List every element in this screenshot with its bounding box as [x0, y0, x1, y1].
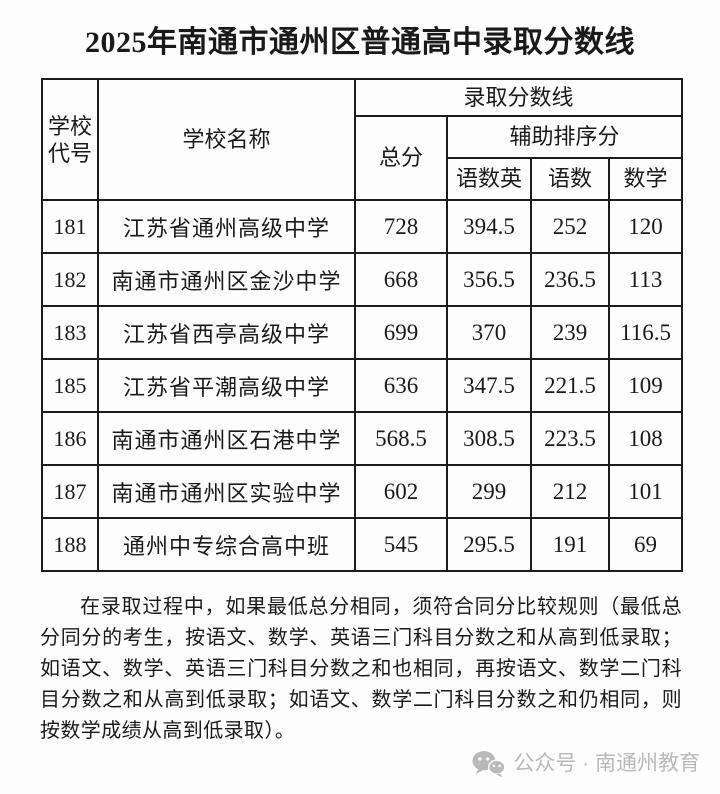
- header-chinese-math: 语数: [530, 157, 610, 201]
- school-code-cell: 185: [41, 358, 99, 413]
- school-name-cell: 江苏省平潮高级中学: [97, 358, 356, 413]
- total-score-cell: 568.5: [354, 411, 448, 466]
- math-cell: 108: [607, 411, 684, 466]
- school-name-cell: 南通市通州区石港中学: [97, 411, 356, 466]
- chinese-math-english-cell: 370: [446, 305, 532, 360]
- header-chinese-math-english: 语数英: [446, 157, 532, 201]
- table-row: 188 通州中专综合高中班 545 295.5 191 69: [41, 517, 684, 572]
- admission-scores-table: 学校代号 学校名称 录取分数线 总分 辅助排序分 语数英 语数 数学 181 江…: [41, 78, 684, 572]
- chinese-math-cell: 252: [530, 199, 610, 254]
- math-cell: 69: [607, 517, 684, 572]
- chinese-math-cell: 212: [530, 464, 610, 519]
- school-name-cell: 通州中专综合高中班: [97, 517, 356, 572]
- chinese-math-cell: 191: [530, 517, 610, 572]
- page-title: 2025年南通市通州区普通高中录取分数线: [85, 26, 635, 59]
- table-row: 182 南通市通州区金沙中学 668 356.5 236.5 113: [41, 252, 684, 307]
- footnote-text: 在录取过程中，如果最低总分相同，须符合同分比较规则（最低总分同分的考生，按语文、…: [40, 596, 682, 742]
- total-score-cell: 699: [354, 305, 448, 360]
- table-header: 学校代号 学校名称 录取分数线 总分 辅助排序分 语数英 语数 数学: [41, 78, 684, 201]
- school-name-cell: 江苏省通州高级中学: [97, 199, 356, 254]
- chinese-math-english-cell: 347.5: [446, 358, 532, 413]
- header-math: 数学: [607, 157, 684, 201]
- chinese-math-cell: 236.5: [530, 252, 610, 307]
- school-code-cell: 188: [41, 517, 99, 572]
- table-row: 187 南通市通州区实验中学 602 299 212 101: [41, 464, 684, 519]
- watermark-text: 公众号 · 南通州教育: [513, 752, 700, 775]
- chinese-math-english-cell: 299: [446, 464, 532, 519]
- school-name-cell: 南通市通州区实验中学: [97, 464, 356, 519]
- total-score-cell: 545: [354, 517, 448, 572]
- header-school-name: 学校名称: [97, 78, 356, 201]
- table-row: 185 江苏省平潮高级中学 636 347.5 221.5 109: [41, 358, 684, 413]
- header-school-code: 学校代号: [41, 78, 99, 201]
- table-row: 181 江苏省通州高级中学 728 394.5 252 120: [41, 199, 684, 254]
- header-total-score: 总分: [354, 115, 448, 201]
- total-score-cell: 728: [354, 199, 448, 254]
- math-cell: 101: [607, 464, 684, 519]
- school-code-cell: 187: [41, 464, 99, 519]
- chinese-math-english-cell: 394.5: [446, 199, 532, 254]
- math-cell: 109: [607, 358, 684, 413]
- table-row: 183 江苏省西亭高级中学 699 370 239 116.5: [41, 305, 684, 360]
- chinese-math-cell: 221.5: [530, 358, 610, 413]
- math-cell: 113: [607, 252, 684, 307]
- table-body: 181 江苏省通州高级中学 728 394.5 252 120 182 南通市通…: [41, 199, 684, 572]
- total-score-cell: 602: [354, 464, 448, 519]
- math-cell: 120: [607, 199, 684, 254]
- school-code-cell: 183: [41, 305, 99, 360]
- school-name-cell: 南通市通州区金沙中学: [97, 252, 356, 307]
- school-code-cell: 186: [41, 411, 99, 466]
- chinese-math-cell: 239: [530, 305, 610, 360]
- header-admission-score-line: 录取分数线: [353, 78, 684, 117]
- chinese-math-cell: 223.5: [530, 411, 610, 466]
- header-auxiliary-ranking: 辅助排序分: [445, 115, 684, 159]
- total-score-cell: 636: [354, 358, 448, 413]
- chinese-math-english-cell: 356.5: [446, 252, 532, 307]
- school-code-cell: 182: [41, 252, 99, 307]
- table-row: 186 南通市通州区石港中学 568.5 308.5 223.5 108: [41, 411, 684, 466]
- school-code-cell: 181: [41, 199, 99, 254]
- math-cell: 116.5: [607, 305, 684, 360]
- chinese-math-english-cell: 308.5: [446, 411, 532, 466]
- chinese-math-english-cell: 295.5: [446, 517, 532, 572]
- total-score-cell: 668: [354, 252, 448, 307]
- school-name-cell: 江苏省西亭高级中学: [97, 305, 356, 360]
- watermark: 公众号 · 南通州教育: [472, 749, 700, 779]
- wechat-icon: [472, 750, 506, 778]
